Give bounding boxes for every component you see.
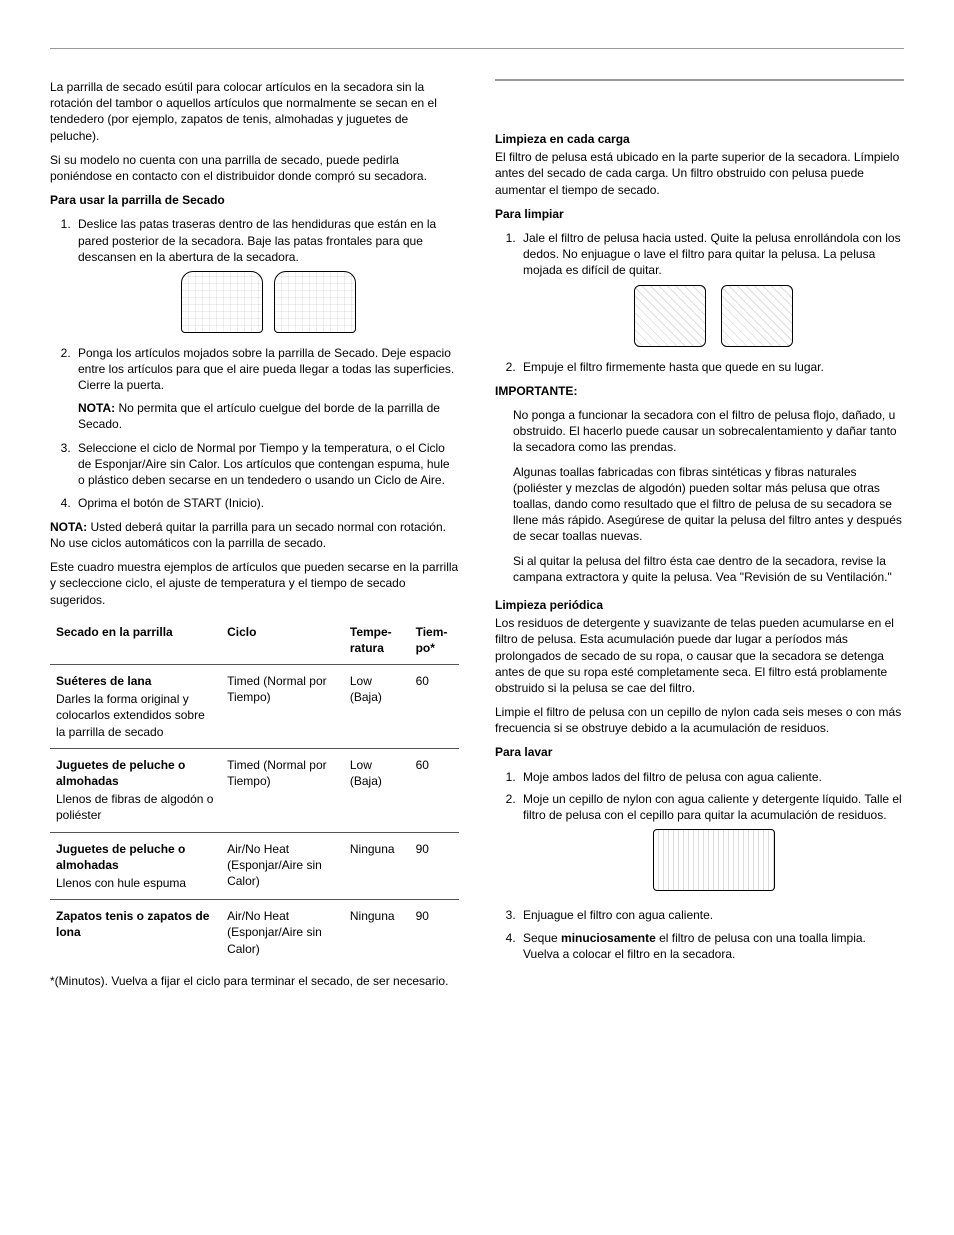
td-item: Juguetes de peluche o almohadas Llenos c… [50,832,221,900]
wash-illustration [653,829,775,891]
use-step-1: Deslice las patas traseras dentro de las… [74,216,459,337]
td-cycle: Timed (Normal por Tiempo) [221,665,344,749]
wash-step-3: Enjuague el filtro con agua caliente. [519,907,904,923]
rack-illustration-row [78,271,459,337]
td-temp: Ninguna [344,900,410,965]
use-rack-heading: Para usar la parrilla de Secado [50,192,459,208]
intro-paragraph-2: Si su modelo no cuenta con una parrilla … [50,152,459,184]
filter-illustration-1 [634,285,706,347]
table-row: Juguetes de peluche o almohadas Llenos c… [50,832,459,900]
td-cycle: Timed (Normal por Tiempo) [221,748,344,832]
after-steps-note: NOTA: Usted deberá quitar la parrilla pa… [50,519,459,551]
wash-step-4b: minuciosamente [561,931,656,945]
important-p1: No ponga a funcionar la secadora con el … [513,407,904,456]
after-steps-note-text: Usted deberá quitar la parrilla para un … [50,520,446,550]
page-top-rule [50,48,904,49]
use-step-2-text: Ponga los artículos mojados sobre la par… [78,346,454,392]
para-lavar-heading: Para lavar [495,744,904,760]
clean-step-1: Jale el filtro de pelusa hacia usted. Qu… [519,230,904,351]
row-title: Suéteres de lana [56,673,215,689]
wash-steps: Moje ambos lados del filtro de pelusa co… [495,769,904,962]
important-p2: Algunas toallas fabricadas con fibras si… [513,464,904,545]
periodic-p2: Limpie el filtro de pelusa con un cepill… [495,704,904,736]
clean-step-1-text: Jale el filtro de pelusa hacia usted. Qu… [523,231,901,277]
use-rack-steps: Deslice las patas traseras dentro de las… [50,216,459,510]
row-desc: Darles la forma original y colocarlos ex… [56,691,215,740]
table-row: Suéteres de lana Darles la forma origina… [50,665,459,749]
td-cycle: Air/No Heat (Esponjar/Aire sin Calor) [221,832,344,900]
periodic-clean-heading: Limpieza periódica [495,597,904,613]
wash-step-1: Moje ambos lados del filtro de pelusa co… [519,769,904,785]
table-row: Zapatos tenis o zapatos de lona Air/No H… [50,900,459,965]
important-p3: Si al quitar la pelusa del filtro ésta c… [513,553,904,585]
td-temp: Ninguna [344,832,410,900]
th-time: Tiem-po* [410,616,459,665]
row-desc: Llenos con hule espuma [56,875,215,891]
use-step-2-note-text: No permita que el artículo cuelgue del b… [78,401,440,431]
td-cycle: Air/No Heat (Esponjar/Aire sin Calor) [221,900,344,965]
para-limpiar-heading: Para limpiar [495,206,904,222]
important-label: IMPORTANTE: [495,383,904,399]
td-time: 60 [410,665,459,749]
intro-paragraph-1: La parrilla de secado esútil para coloca… [50,79,459,144]
td-temp: Low (Baja) [344,748,410,832]
note-label-1: NOTA: [78,401,115,415]
wash-illustration-wrap [523,823,904,901]
filter-illustration-2 [721,285,793,347]
row-desc: Llenos de fibras de algodón o poliéster [56,791,215,823]
filter-section-rule [495,79,904,81]
wash-step-4: Seque minuciosamente el filtro de pelusa… [519,930,904,962]
right-column: Limpieza en cada carga El filtro de pelu… [495,79,904,997]
td-time: 90 [410,900,459,965]
td-temp: Low (Baja) [344,665,410,749]
table-header-row: Secado en la parrilla Ciclo Tempe-ratura… [50,616,459,665]
td-time: 90 [410,832,459,900]
th-item: Secado en la parrilla [50,616,221,665]
use-step-3: Seleccione el ciclo de Normal por Tiempo… [74,440,459,489]
table-intro: Este cuadro muestra ejemplos de artículo… [50,559,459,608]
use-step-2-note: NOTA: No permita que el artículo cuelgue… [78,400,459,432]
wash-step-2: Moje un cepillo de nylon con agua calien… [519,791,904,902]
table-row: Juguetes de peluche o almohadas Llenos d… [50,748,459,832]
use-step-2: Ponga los artículos mojados sobre la par… [74,345,459,432]
row-title: Zapatos tenis o zapatos de lona [56,908,215,940]
td-item: Zapatos tenis o zapatos de lona [50,900,221,965]
td-item: Juguetes de peluche o almohadas Llenos d… [50,748,221,832]
wash-step-4a: Seque [523,931,561,945]
rack-illustration-1 [181,271,263,333]
important-block: No ponga a funcionar la secadora con el … [495,407,904,585]
left-column: La parrilla de secado esútil para coloca… [50,79,459,997]
clean-each-load-body: El filtro de pelusa está ubicado en la p… [495,149,904,198]
use-step-4: Oprima el botón de START (Inicio). [74,495,459,511]
clean-step-2: Empuje el filtro firmemente hasta que qu… [519,359,904,375]
row-title: Juguetes de peluche o almohadas [56,757,215,789]
th-cycle: Ciclo [221,616,344,665]
table-footnote: *(Minutos). Vuelva a fijar el ciclo para… [50,973,459,989]
note-label-2: NOTA: [50,520,87,534]
drying-table: Secado en la parrilla Ciclo Tempe-ratura… [50,616,459,965]
td-item: Suéteres de lana Darles la forma origina… [50,665,221,749]
th-temp: Tempe-ratura [344,616,410,665]
clean-steps: Jale el filtro de pelusa hacia usted. Qu… [495,230,904,375]
two-column-layout: La parrilla de secado esútil para coloca… [50,79,904,997]
row-title: Juguetes de peluche o almohadas [56,841,215,873]
rack-illustration-2 [274,271,356,333]
clean-each-load-heading: Limpieza en cada carga [495,131,904,147]
wash-step-2-text: Moje un cepillo de nylon con agua calien… [523,792,902,822]
periodic-p1: Los residuos de detergente y suavizante … [495,615,904,696]
use-step-1-text: Deslice las patas traseras dentro de las… [78,217,436,263]
td-time: 60 [410,748,459,832]
filter-illustration-row [523,285,904,351]
